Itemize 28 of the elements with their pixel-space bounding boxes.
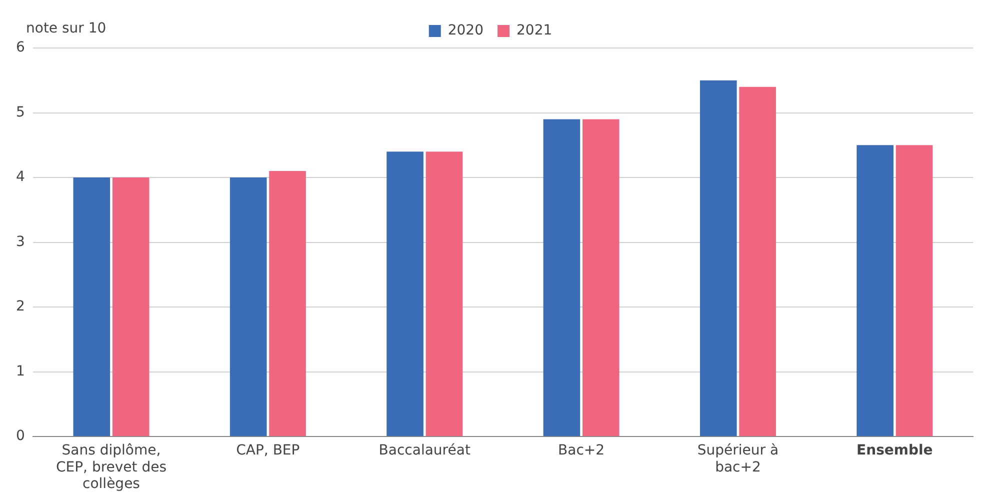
y-tick-label: 6 (16, 40, 25, 56)
bar (386, 152, 424, 436)
x-tick-label: Ensemble (856, 442, 933, 459)
bar (230, 178, 267, 436)
legend-label: 2020 (448, 22, 484, 39)
bar (543, 119, 580, 436)
y-tick-label: 2 (16, 298, 25, 315)
legend-label: 2021 (516, 22, 552, 39)
y-tick-label: 0 (16, 428, 25, 444)
x-tick-label: Baccalauréat (378, 442, 471, 459)
bar (426, 152, 463, 436)
x-tick-label: CAP, BEP (236, 442, 300, 459)
y-tick-label: 1 (16, 363, 25, 380)
bar (112, 178, 150, 436)
x-tick-label: Sans diplôme, CEP, brevet des collèges (56, 442, 167, 492)
y-tick-label: 4 (16, 169, 25, 186)
x-tick-label: Bac+2 (558, 442, 605, 459)
bar (896, 145, 933, 436)
y-axis-title: note sur 10 (26, 20, 106, 37)
bar (700, 80, 737, 436)
x-tick-label: Supérieur à bac+2 (697, 442, 779, 476)
bar (856, 145, 894, 436)
bar (582, 119, 620, 436)
bar (73, 178, 110, 436)
y-tick-label: 3 (16, 234, 25, 250)
bar (269, 171, 306, 436)
bar (739, 86, 776, 436)
y-tick-label: 5 (16, 104, 25, 120)
